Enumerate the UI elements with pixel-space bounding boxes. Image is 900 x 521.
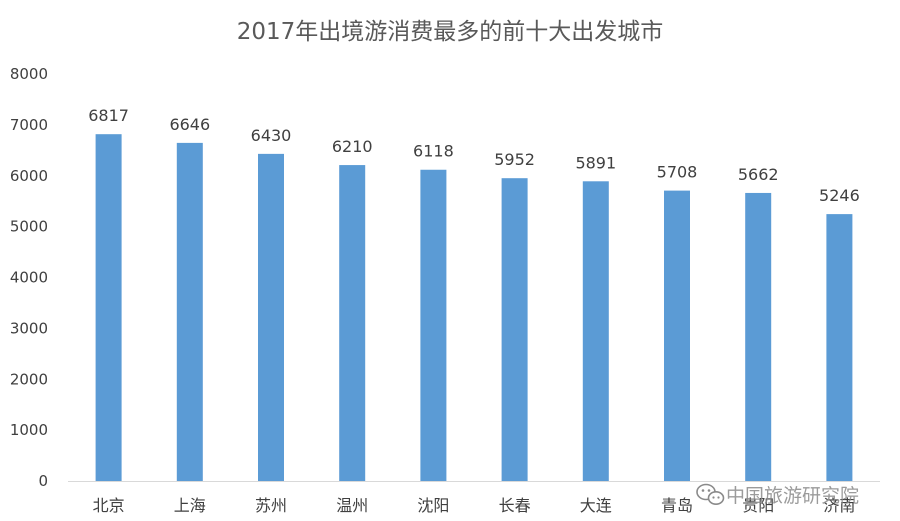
data-label: 5246 — [819, 186, 860, 205]
chart-title: 2017年出境游消费最多的前十大出发城市 — [237, 19, 664, 45]
data-label: 6210 — [332, 137, 373, 156]
category-label: 长春 — [499, 496, 531, 515]
y-tick-label: 7000 — [10, 116, 48, 134]
y-axis-ticks: 0 1000 2000 3000 4000 5000 6000 7000 8000 — [10, 65, 48, 490]
category-label: 苏州 — [255, 496, 287, 515]
watermark: 中国旅游研究院 — [696, 483, 859, 507]
data-label: 5708 — [657, 163, 698, 182]
bar-series — [95, 134, 853, 482]
category-label: 北京 — [93, 496, 125, 515]
bar — [664, 190, 690, 481]
data-label: 5662 — [738, 165, 779, 184]
category-label: 沈阳 — [417, 496, 449, 515]
category-label: 大连 — [580, 496, 612, 515]
category-label: 温州 — [336, 496, 368, 515]
y-tick-label: 8000 — [10, 65, 48, 83]
bar — [258, 153, 284, 481]
data-labels: 6817 6646 6430 6210 6118 5952 5891 5708 5662 5246 — [88, 106, 860, 205]
y-tick-label: 6000 — [10, 167, 48, 185]
data-label: 6118 — [413, 142, 454, 161]
data-label: 6430 — [251, 126, 292, 145]
wechat-icon — [696, 483, 725, 505]
y-tick-label: 2000 — [10, 370, 48, 388]
data-label: 6817 — [88, 106, 129, 125]
watermark-text: 中国旅游研究院 — [726, 485, 859, 507]
bar — [582, 181, 609, 481]
category-labels: 北京 上海 苏州 温州 沈阳 长春 大连 青岛 贵阳 济南 — [93, 496, 856, 515]
bar — [501, 178, 528, 481]
bar — [176, 142, 203, 481]
data-label: 6646 — [169, 115, 210, 134]
bar — [745, 192, 772, 482]
bar — [339, 165, 366, 481]
bar — [826, 214, 853, 482]
category-label: 贵阳 — [742, 496, 774, 515]
category-label: 上海 — [174, 496, 206, 515]
bar — [95, 134, 122, 481]
y-tick-label: 1000 — [10, 421, 48, 439]
y-tick-label: 3000 — [10, 319, 48, 337]
y-tick-label: 4000 — [10, 269, 48, 287]
bar — [420, 169, 447, 481]
data-label: 5952 — [494, 150, 535, 169]
category-label: 青岛 — [661, 496, 693, 515]
data-label: 5891 — [575, 153, 616, 172]
category-label: 济南 — [823, 496, 855, 515]
y-tick-label: 0 — [38, 472, 48, 490]
y-tick-label: 5000 — [10, 218, 48, 236]
